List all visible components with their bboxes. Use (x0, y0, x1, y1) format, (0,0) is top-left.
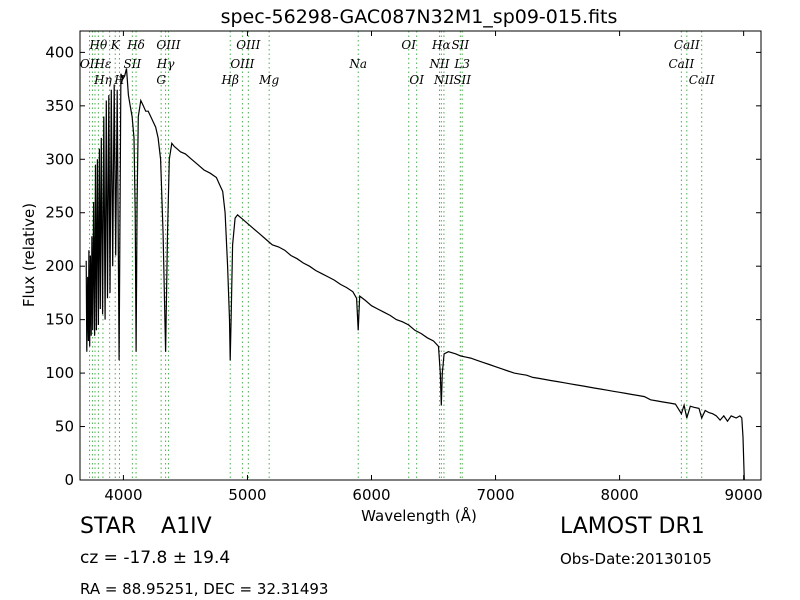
spectral-line-label: NII (433, 73, 454, 87)
x-tick-label: 6000 (352, 486, 390, 504)
y-tick-label: 0 (64, 471, 74, 489)
x-tick-label: 4000 (104, 486, 142, 504)
spectral-line-label: CaII (668, 57, 694, 71)
spectral-line-label: OIII (156, 38, 180, 52)
x-tick-label: 7000 (476, 486, 514, 504)
y-axis-label: Flux (relative) (20, 203, 38, 307)
spectral-line-label: G (156, 73, 166, 87)
spectral-line-label: OIII (230, 57, 254, 71)
x-tick-label: 5000 (228, 486, 266, 504)
y-tick-label: 50 (55, 418, 74, 436)
plot-frame (79, 30, 762, 481)
chart-title: spec-56298-GAC087N32M1_sp09-015.fits (221, 6, 618, 28)
y-tick-label: 350 (45, 97, 74, 115)
y-axis: 0 50 100 150 200 250 300 350 400 (45, 43, 761, 489)
y-tick-label: 200 (45, 257, 74, 275)
spectral-line-label: Hβ (221, 73, 239, 87)
spectral-line-label: SII (453, 73, 471, 87)
spectral-line-label: Hη (93, 73, 112, 87)
spectral-line-label: Hδ (126, 38, 145, 52)
object-type: STAR A1IV (80, 514, 212, 539)
spectral-line-label: Hα (431, 38, 451, 52)
redshift-cz: cz = -17.8 ± 19.4 (80, 548, 231, 568)
y-tick-label: 250 (45, 204, 74, 222)
object-type-value: STAR (80, 514, 137, 539)
spectral-line-label: Mg (258, 73, 279, 87)
spectrum-line (85, 68, 745, 481)
spectral-line-label: NII (428, 57, 449, 71)
y-tick-label: 400 (45, 43, 74, 61)
x-tick-label: 8000 (600, 486, 638, 504)
spectral-line-label: Hθ (89, 38, 108, 52)
spectral-line-label: SII (123, 57, 141, 71)
observation-date: Obs-Date:20130105 (560, 550, 712, 568)
x-axis-label: Wavelength (Å) (361, 506, 477, 525)
spectral-line-label: K (110, 38, 121, 52)
spectral-line-markers (89, 31, 703, 480)
spectral-line-label: OI (409, 73, 424, 87)
y-tick-label: 150 (45, 311, 74, 329)
coordinates: RA = 88.95251, DEC = 32.31493 (80, 580, 329, 598)
spectral-line-label: OIII (236, 38, 260, 52)
spectral-line-label: Hε (93, 57, 111, 71)
y-tick-label: 100 (45, 364, 74, 382)
spectral-line-label: CaII (674, 38, 700, 52)
subclass-value: A1IV (161, 514, 212, 539)
x-tick-label: 9000 (725, 486, 763, 504)
spectral-line-label: SII (451, 38, 469, 52)
spectral-line-label: L3 (453, 57, 470, 71)
y-tick-label: 300 (45, 150, 74, 168)
spectral-line-label: Hγ (156, 57, 175, 71)
spectral-line-label: OII (80, 57, 100, 71)
x-axis: 4000 5000 6000 7000 8000 9000 (104, 31, 763, 504)
spectral-line-label: CaII (689, 73, 715, 87)
spectral-line-label: H (113, 73, 125, 87)
spectral-line-label: Na (348, 57, 367, 71)
survey-name: LAMOST DR1 (560, 514, 705, 539)
spectral-line-label: OI (401, 38, 416, 52)
